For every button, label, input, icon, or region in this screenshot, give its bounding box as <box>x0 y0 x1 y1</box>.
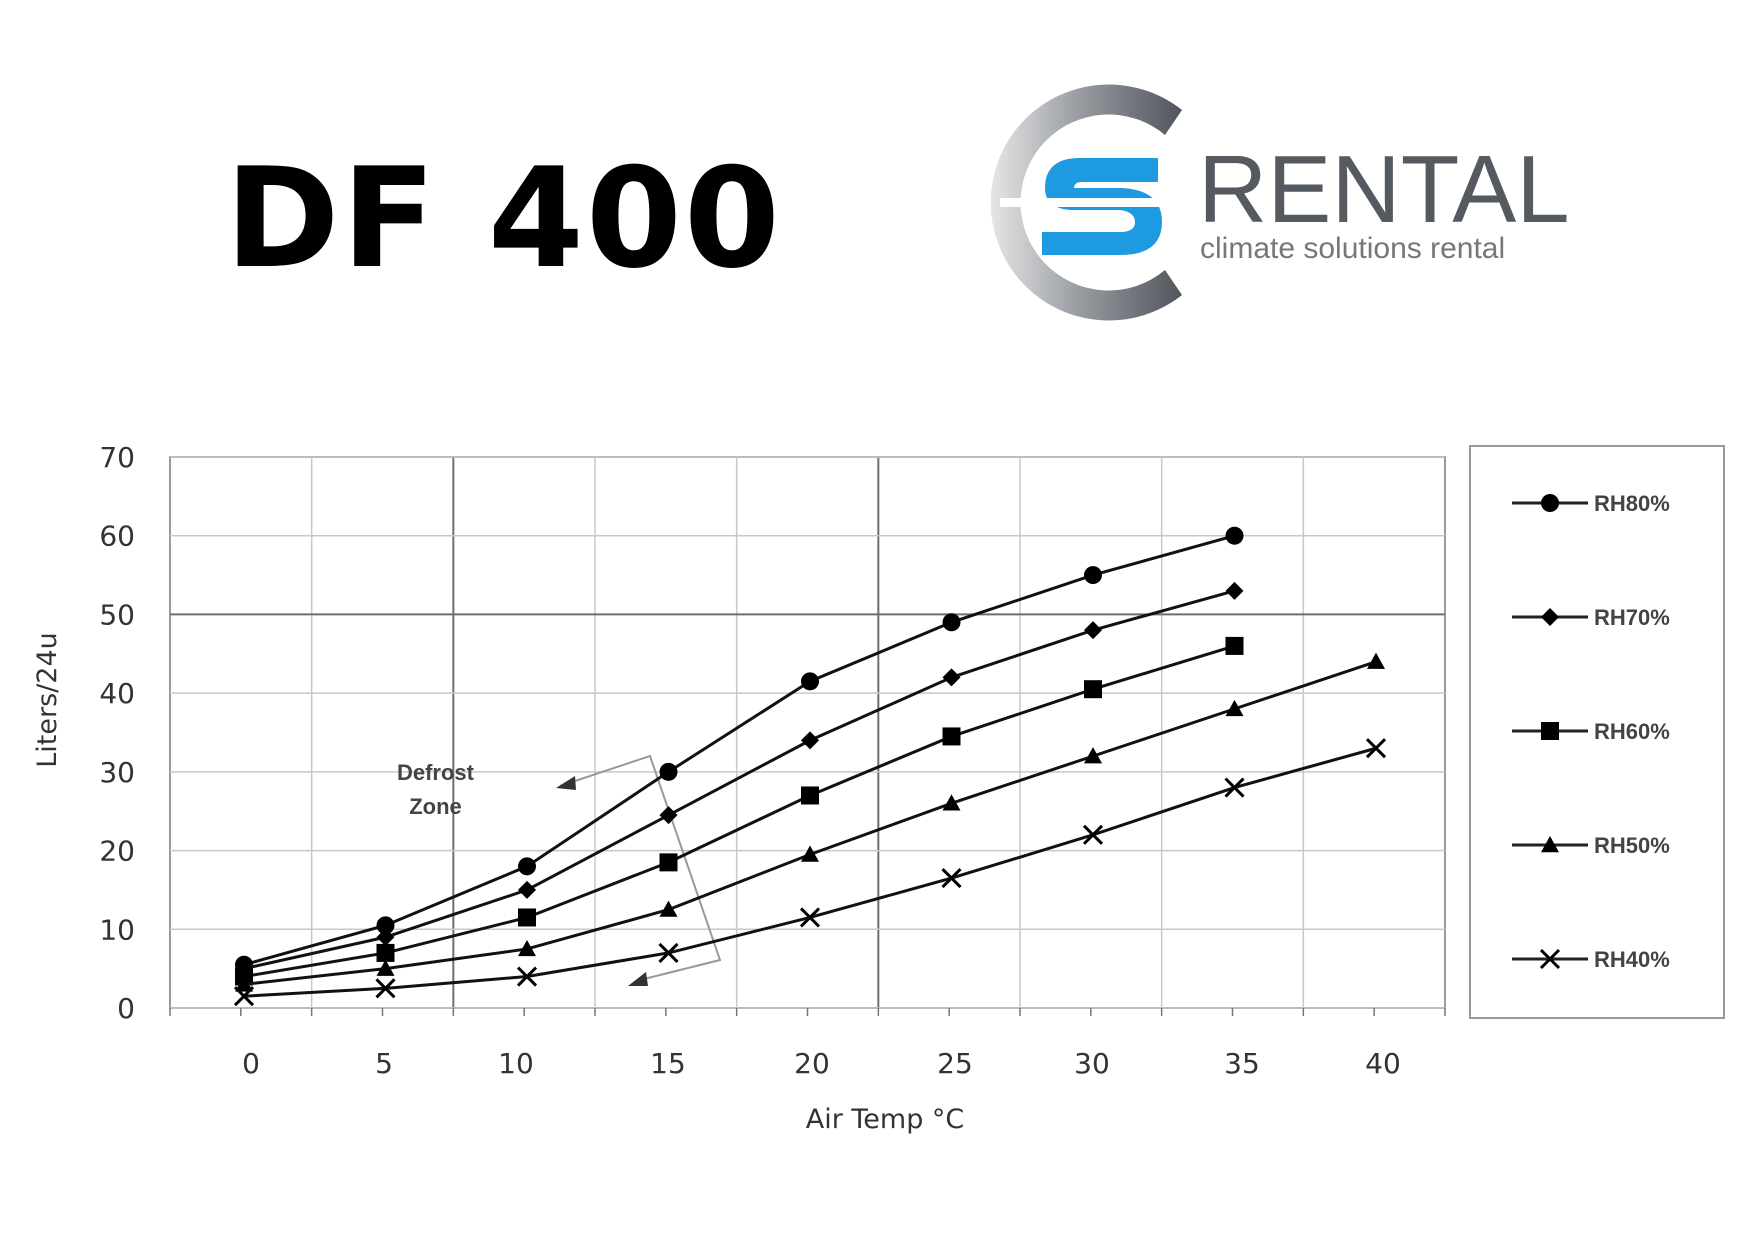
legend-label: RH40% <box>1594 947 1670 972</box>
defrost-zone-annotation: Defrost Zone <box>397 754 722 986</box>
marker-circle <box>1084 566 1102 585</box>
x-tick-label: 0 <box>242 1047 260 1080</box>
legend-item: RH50% <box>1512 833 1670 858</box>
marker-circle <box>518 857 536 876</box>
y-axis-label: Liters/24u <box>32 632 63 767</box>
marker-circle <box>376 916 395 935</box>
marker-diamond <box>659 806 678 825</box>
marker-triangle <box>1084 747 1102 764</box>
marker-triangle <box>518 939 536 957</box>
company-logo: RENTAL climate solutions rental <box>990 84 1570 321</box>
page-title: DF 400 <box>225 138 782 299</box>
marker-square <box>1225 636 1244 655</box>
marker-x <box>941 868 962 889</box>
x-tick-label: 20 <box>794 1047 830 1080</box>
marker-x <box>1539 948 1561 970</box>
plot-frame <box>169 456 1446 1009</box>
series-line <box>243 644 1235 978</box>
marker-square <box>942 727 961 746</box>
marker-circle <box>1541 494 1559 512</box>
x-tick-label: 25 <box>937 1047 973 1080</box>
legend-item: RH40% <box>1512 947 1670 972</box>
marker-circle <box>942 613 961 632</box>
y-tick-label: 50 <box>99 598 135 631</box>
marker-square <box>1084 680 1102 699</box>
marker-triangle <box>1367 652 1385 669</box>
y-tick-label: 0 <box>117 992 135 1025</box>
annotation-text: Defrost <box>397 760 475 785</box>
marker-square <box>1541 722 1559 740</box>
marker-triangle <box>1225 699 1244 717</box>
y-tick-label: 10 <box>99 913 135 946</box>
legend-label: RH60% <box>1594 719 1670 744</box>
marker-x <box>658 942 679 963</box>
marker-x <box>1082 824 1104 845</box>
legend-item: RH70% <box>1512 605 1670 630</box>
marker-diamond <box>1225 581 1244 600</box>
series-rh40 <box>233 738 1387 1007</box>
marker-diamond <box>801 731 819 750</box>
logo-s-icon <box>1000 158 1190 255</box>
y-tick-label: 30 <box>99 756 135 789</box>
marker-triangle <box>942 794 961 811</box>
defrost-bracket <box>559 754 722 981</box>
marker-x <box>516 966 538 987</box>
marker-diamond <box>1541 608 1559 626</box>
x-tick-label: 30 <box>1074 1047 1110 1080</box>
logo-name: RENTAL <box>1198 136 1570 243</box>
y-tick-label: 70 <box>99 441 135 474</box>
marker-triangle <box>376 959 395 976</box>
x-axis-label: Air Temp °C <box>806 1104 965 1135</box>
marker-diamond <box>942 668 961 687</box>
legend-label: RH50% <box>1594 833 1670 858</box>
defrost-arrow-icon <box>556 776 576 790</box>
marker-x <box>799 907 821 928</box>
x-tick-label: 15 <box>650 1047 686 1080</box>
y-tick-label: 40 <box>99 677 135 710</box>
marker-x <box>1224 777 1245 798</box>
defrost-arrow-icon <box>628 972 648 986</box>
marker-square <box>801 786 819 805</box>
legend-item: RH60% <box>1512 719 1670 744</box>
marker-triangle <box>1541 836 1559 853</box>
legend-label: RH80% <box>1594 491 1670 516</box>
marker-square <box>518 908 536 927</box>
marker-triangle <box>801 845 819 862</box>
marker-square <box>376 943 395 962</box>
x-tick-label: 40 <box>1365 1047 1401 1080</box>
series-rh80 <box>235 526 1244 974</box>
y-tick-label: 20 <box>99 835 135 868</box>
marker-triangle <box>235 975 253 992</box>
marker-diamond <box>1084 621 1102 640</box>
marker-circle <box>801 672 819 691</box>
legend-item: RH80% <box>1512 491 1670 516</box>
chart-ticks: 0 10 20 30 40 50 60 70 0 5 10 15 20 25 30 35 40 <box>99 441 1400 1080</box>
marker-diamond <box>518 880 536 899</box>
marker-triangle <box>659 900 678 917</box>
series-rh50 <box>235 652 1385 992</box>
marker-square <box>659 853 678 872</box>
series-rh60 <box>235 636 1244 986</box>
marker-x <box>233 986 255 1007</box>
series-line <box>243 660 1377 986</box>
marker-x <box>375 978 396 999</box>
logo-ring-icon <box>990 84 1182 321</box>
x-tick-label: 5 <box>375 1047 393 1080</box>
marker-circle <box>659 762 678 781</box>
marker-circle <box>1225 526 1244 545</box>
logo-tagline: climate solutions rental <box>1200 232 1505 265</box>
series-line <box>243 746 1377 998</box>
x-tick-label: 35 <box>1224 1047 1260 1080</box>
series-line <box>243 534 1235 967</box>
annotation-text: Zone <box>409 794 462 819</box>
chart-series <box>233 526 1387 1007</box>
y-tick-label: 60 <box>99 520 135 553</box>
chart-legend: RH80% RH70% RH60% RH50% RH40% <box>1469 445 1725 1019</box>
legend-label: RH70% <box>1594 605 1670 630</box>
marker-x <box>1365 738 1387 759</box>
series-line <box>243 589 1235 971</box>
marker-diamond <box>376 928 395 947</box>
x-tick-label: 10 <box>498 1047 534 1080</box>
